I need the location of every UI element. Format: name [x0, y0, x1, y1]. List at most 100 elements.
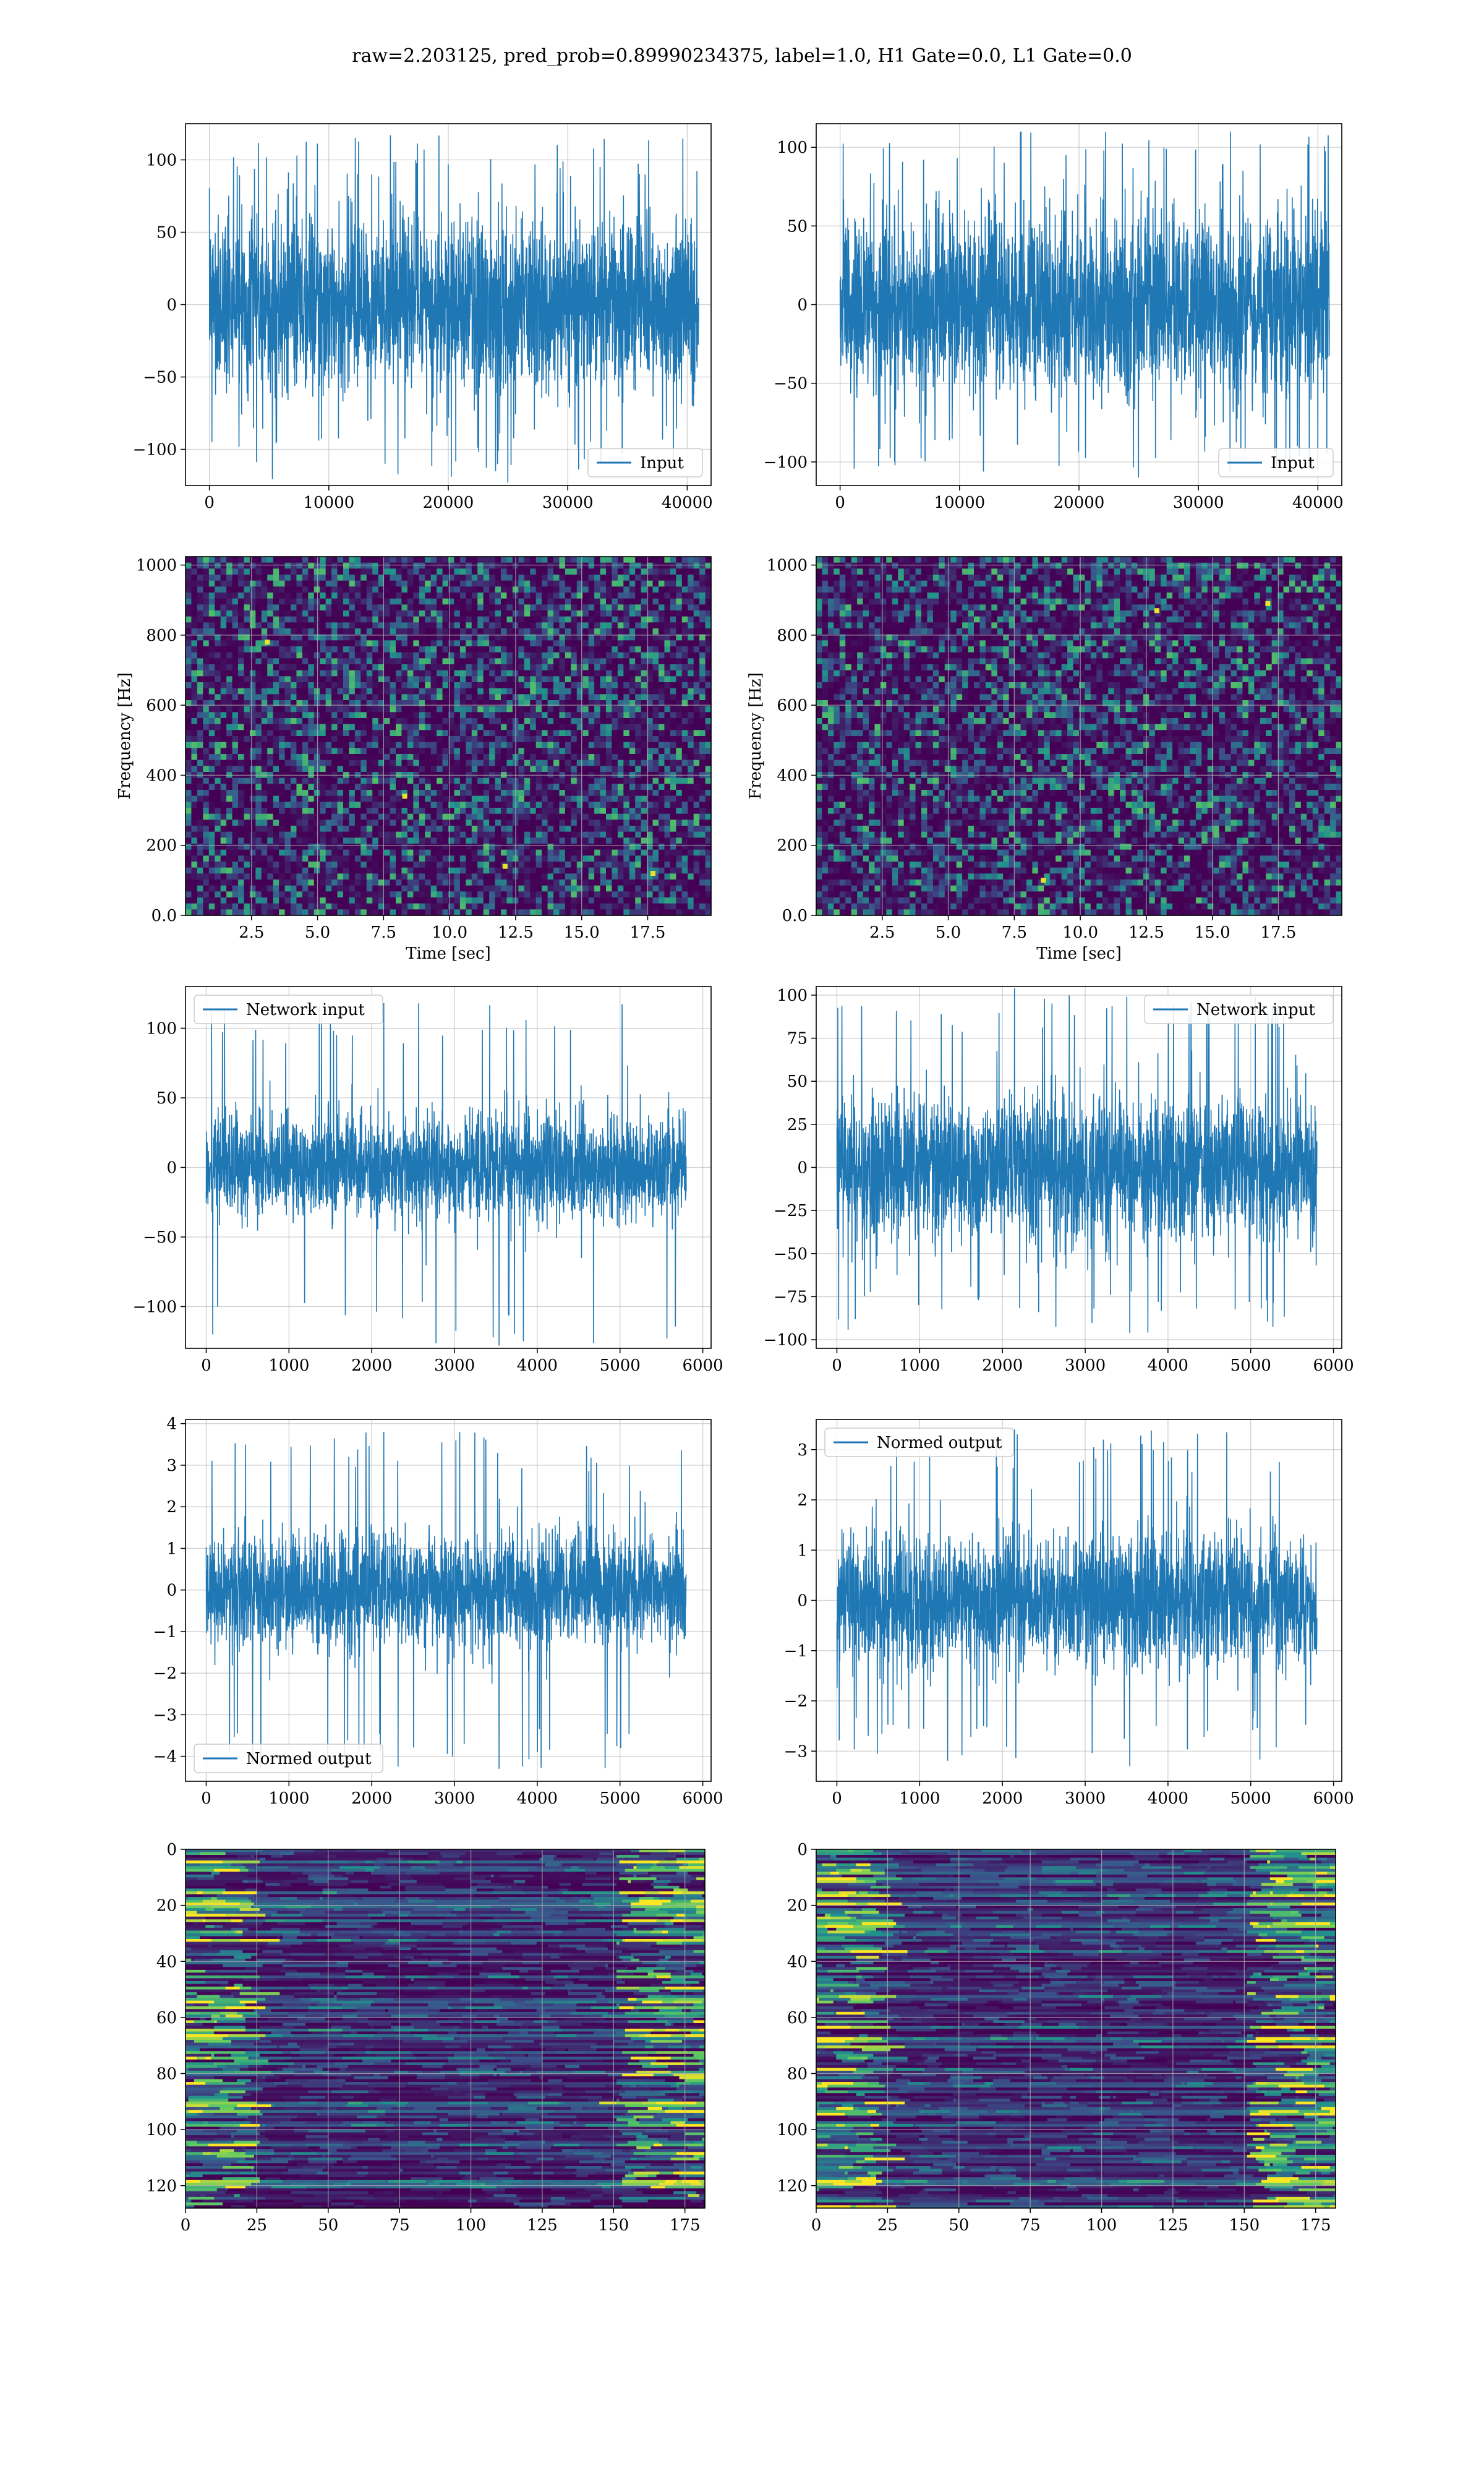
x-tick-label: 3000 [1065, 1789, 1106, 1808]
panel-spec-h1: 2.5 5.0 7.5 10.0 12.5 15.0 17.5 0.0 200 400 600 800… [116, 556, 712, 963]
axes-frame [816, 1849, 1336, 2209]
y-tick-label: 200 [146, 837, 177, 855]
x-tick-label: 0 [835, 494, 845, 512]
panel-spec-l1: 2.5 5.0 7.5 10.0 12.5 15.0 17.5 0.0 200 400 600 800… [746, 556, 1342, 963]
y-tick-label: −1 [153, 1623, 177, 1641]
y-tick-label: 0 [797, 1841, 808, 1859]
x-tick-label: 1000 [899, 1356, 940, 1375]
axis-ticks: 0 25 50 75 100 125 150 175 0 20 40 60 80 100 120 [146, 1841, 700, 2235]
y-tick-label: 40 [156, 1953, 177, 1971]
y-tick-label: 2 [166, 1498, 177, 1517]
y-tick-label: 50 [156, 224, 177, 242]
legend-frame [1144, 995, 1334, 1024]
spectrogram-hot-spot [265, 640, 270, 645]
axis-ticks: 0 1000 2000 3000 4000 5000 6000 3 2 1 0 −1 −2 −3 [784, 1441, 1354, 1808]
x-tick-label: 10.0 [1062, 923, 1098, 942]
panel-input-l1: Input 0 10000 20000 30000 40000 100 50 0 −50 −100 [764, 123, 1344, 512]
spectrogram-hot-spot [1041, 878, 1046, 883]
y-tick-label: 3 [797, 1441, 808, 1460]
y-tick-label: −2 [784, 1692, 808, 1711]
x-tick-label: 150 [598, 2216, 629, 2235]
y-tick-label: 600 [146, 696, 177, 715]
x-tick-label: 3000 [434, 1356, 475, 1375]
x-tick-label: 50 [949, 2216, 969, 2235]
x-tick-label: 6000 [1313, 1789, 1354, 1808]
y-tick-label: −100 [764, 1331, 808, 1350]
y-tick-label: 0.0 [151, 907, 177, 925]
y-tick-label: −50 [774, 375, 808, 393]
x-tick-label: 5000 [1230, 1356, 1271, 1375]
y-tick-label: 60 [156, 2009, 177, 2027]
axes-frame [185, 1419, 712, 1782]
axis-ticks: 0 25 50 75 100 125 150 175 0 20 40 60 80 100 120 [777, 1841, 1331, 2235]
x-tick-label: 15.0 [1195, 923, 1230, 942]
y-tick-label: 0 [166, 1159, 177, 1178]
axis-ticks: 0 1000 2000 3000 4000 5000 6000 4 3 2 1 0 −1 −2 −3 −4 [153, 1415, 723, 1808]
x-tick-label: 10000 [303, 494, 354, 512]
x-tick-label: 5.0 [305, 923, 330, 942]
legend-label: Input [1271, 454, 1315, 473]
x-tick-label: 10000 [934, 494, 985, 512]
x-tick-label: 1000 [268, 1356, 309, 1375]
y-tick-label: 0 [166, 296, 177, 315]
y-tick-label: 200 [777, 837, 808, 855]
x-tick-label: 25 [877, 2216, 898, 2235]
y-tick-label: 100 [777, 2121, 808, 2139]
y-tick-label: 25 [787, 1116, 808, 1134]
x-tick-label: 5000 [600, 1356, 641, 1375]
x-tick-label: 0 [832, 1356, 842, 1375]
panel-features-h1: 0 25 50 75 100 125 150 175 0 20 40 60 80 100 120 [146, 1841, 706, 2235]
y-tick-label: 100 [146, 1020, 177, 1038]
y-tick-label: 75 [787, 1030, 808, 1048]
legend: Input [587, 448, 703, 477]
axis-ticks: 2.5 5.0 7.5 10.0 12.5 15.0 17.5 0.0 200 400 600 800… [767, 557, 1297, 942]
x-tick-label: 7.5 [1002, 923, 1027, 942]
y-tick-label: −3 [784, 1742, 808, 1761]
y-tick-label: 50 [156, 1089, 177, 1108]
x-tick-label: 10.0 [432, 923, 467, 942]
y-tick-label: 800 [777, 627, 808, 645]
x-axis-label: Time [sec] [406, 944, 491, 963]
y-tick-label: −50 [143, 369, 177, 387]
x-tick-label: 30000 [542, 494, 594, 512]
x-tick-label: 4000 [1148, 1789, 1188, 1808]
y-tick-label: 0 [797, 1592, 808, 1611]
y-tick-label: 4 [166, 1415, 177, 1434]
spectrogram-cells [186, 557, 712, 916]
x-axis-label: Time [sec] [1036, 944, 1122, 963]
y-tick-label: 1000 [136, 557, 177, 575]
y-tick-label: 20 [156, 1897, 177, 1915]
x-tick-label: 4000 [1148, 1356, 1188, 1375]
y-tick-label: 60 [787, 2009, 808, 2027]
legend-label: Normed output [246, 1750, 372, 1768]
spectrogram-hot-spot [650, 871, 656, 876]
x-tick-label: 1000 [899, 1789, 940, 1808]
legend: Input [1218, 448, 1334, 477]
x-tick-label: 5000 [600, 1789, 641, 1808]
y-tick-label: 100 [146, 2121, 177, 2139]
y-tick-label: −2 [153, 1664, 177, 1683]
y-tick-label: 120 [146, 2177, 177, 2196]
y-tick-label: 0 [166, 1582, 177, 1600]
y-tick-label: 40 [787, 1953, 808, 1971]
x-tick-label: 0 [832, 1789, 842, 1808]
axis-ticks: 0 1000 2000 3000 4000 5000 6000 100 50 0 −50 −100 [133, 1020, 723, 1376]
y-tick-label: 800 [146, 627, 177, 645]
y-tick-label: 100 [777, 139, 808, 157]
y-tick-label: 0 [797, 1159, 808, 1178]
x-tick-label: 6000 [1313, 1356, 1354, 1375]
x-tick-label: 25 [247, 2216, 267, 2235]
y-tick-label: 0 [166, 1841, 177, 1859]
x-tick-label: 175 [1300, 2216, 1331, 2235]
y-tick-label: 1 [166, 1539, 177, 1558]
y-tick-label: −3 [153, 1706, 177, 1724]
y-tick-label: 100 [777, 987, 808, 1005]
x-tick-label: 75 [390, 2216, 410, 2235]
x-tick-label: 2.5 [869, 923, 895, 942]
x-tick-label: 15.0 [564, 923, 600, 942]
x-tick-label: 2000 [982, 1356, 1023, 1375]
